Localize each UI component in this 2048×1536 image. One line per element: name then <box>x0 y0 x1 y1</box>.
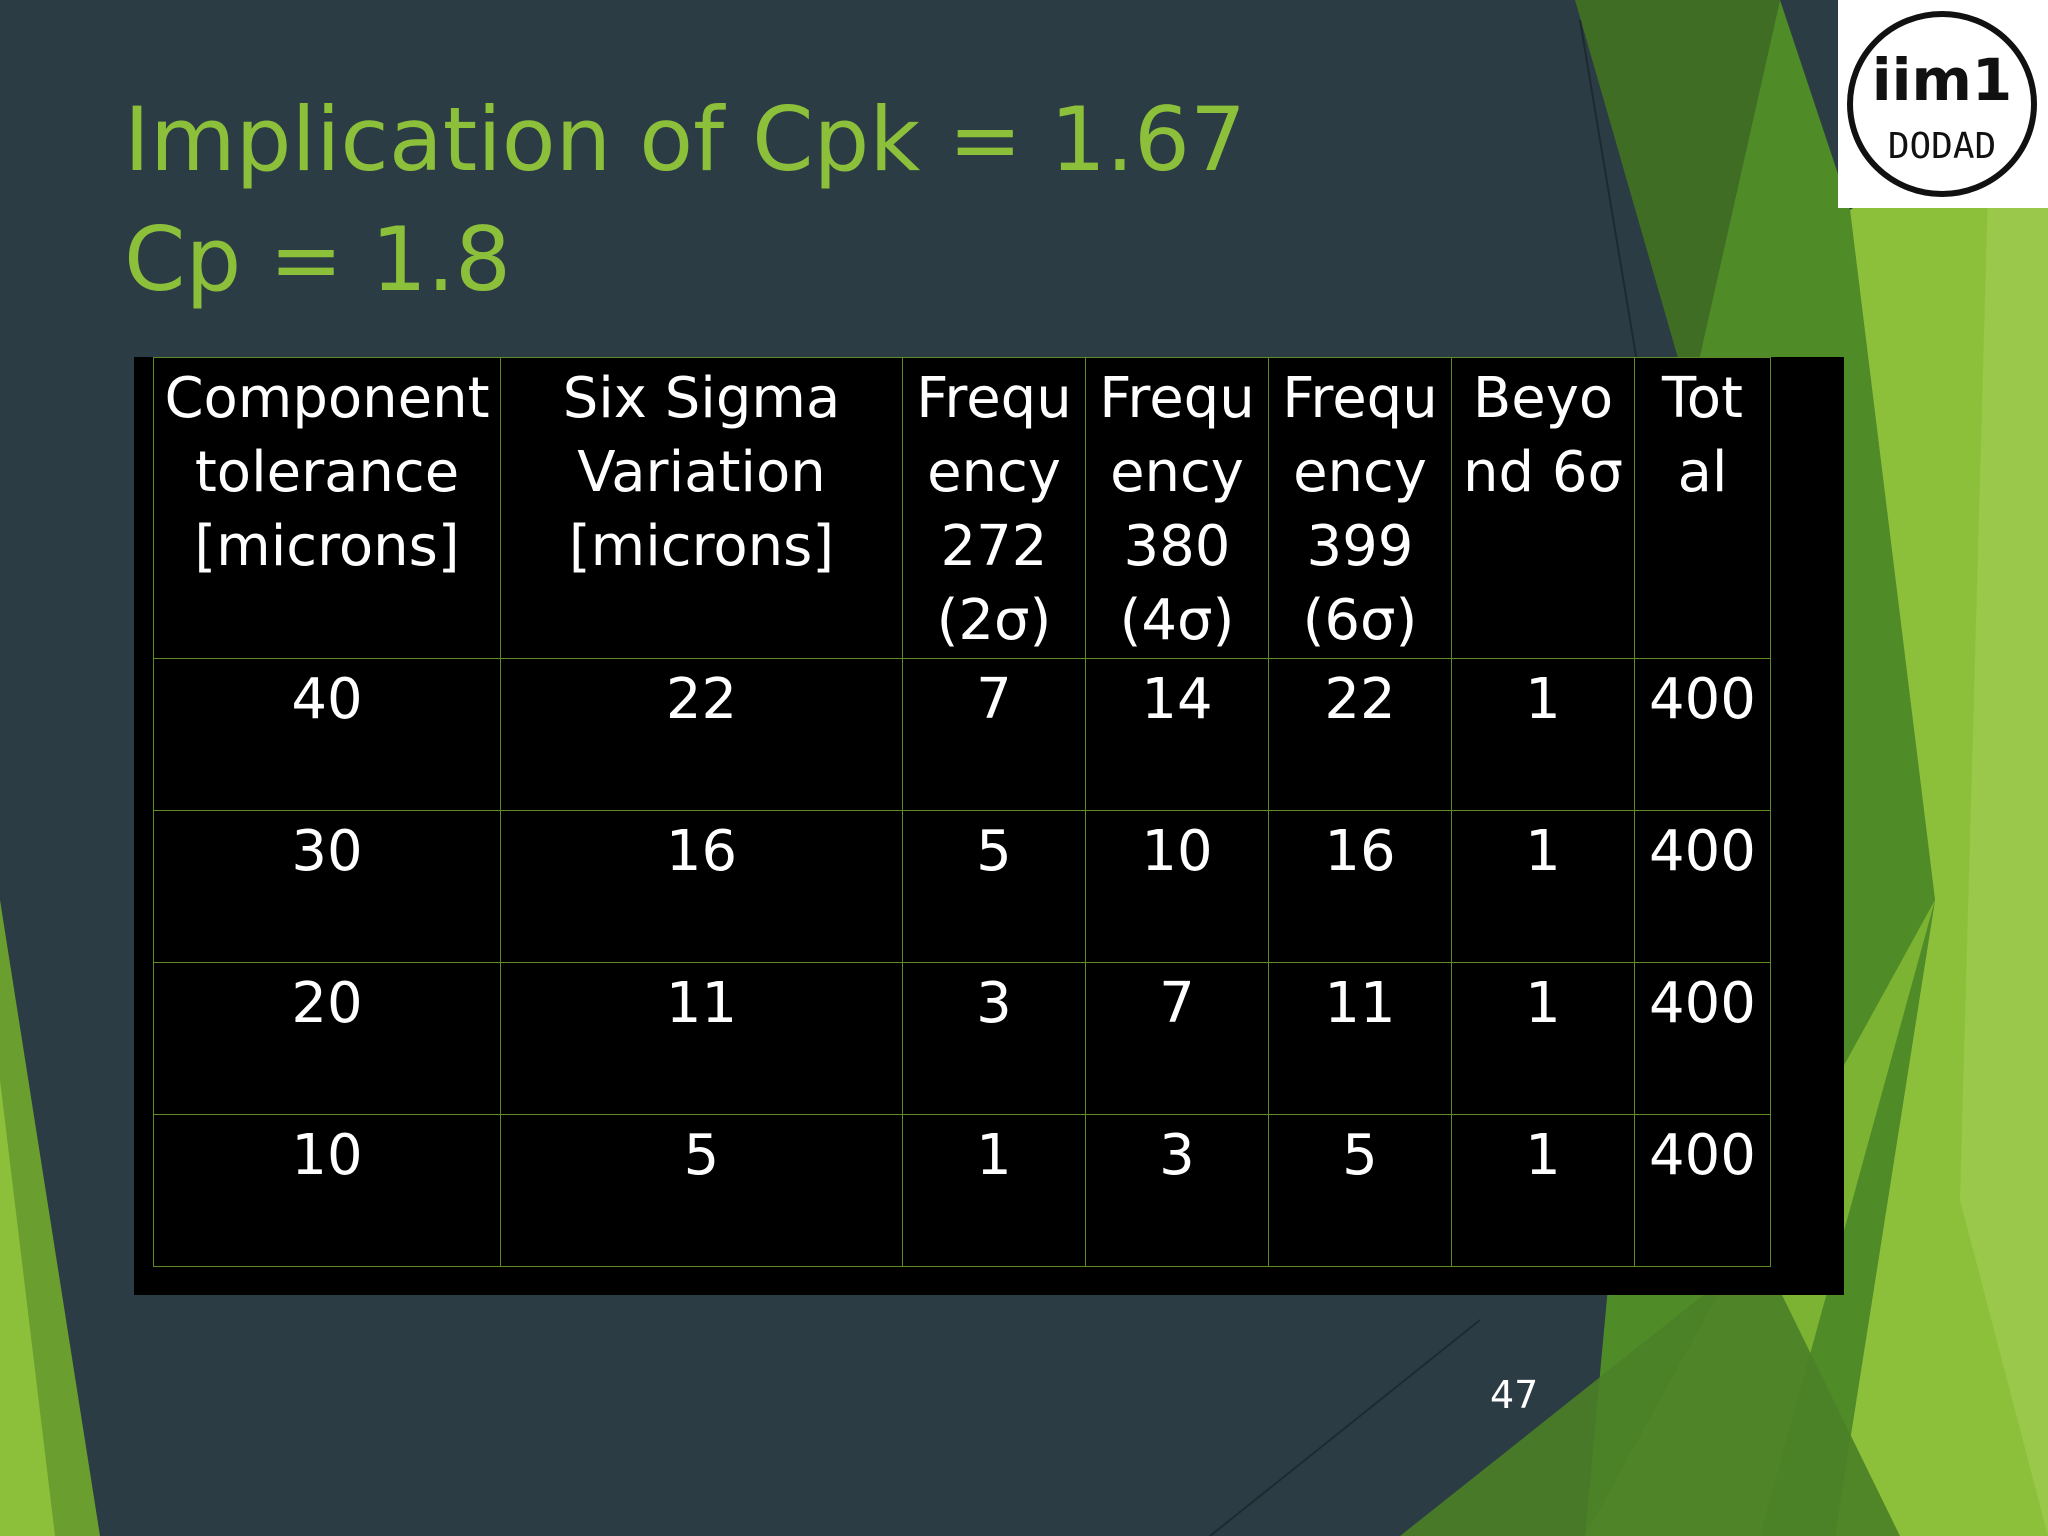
header-beyond-6-sigma: Beyo nd 6σ <box>1451 357 1635 659</box>
slide-title-line-2: Cp = 1.8 <box>124 208 511 311</box>
table-cell: 7 <box>902 658 1086 811</box>
table-cell: 400 <box>1634 1114 1771 1267</box>
table-cell: 1 <box>1451 962 1635 1115</box>
table-cell: 30 <box>153 810 501 963</box>
table-cell: 22 <box>500 658 903 811</box>
header-six-sigma-variation: Six Sigma Variation [microns] <box>500 357 903 659</box>
table-cell: 5 <box>902 810 1086 963</box>
header-frequency-272: Frequ ency 272 (2σ) <box>902 357 1086 659</box>
table-cell: 22 <box>1268 658 1452 811</box>
table-cell: 10 <box>1085 810 1269 963</box>
table-cell: 5 <box>1268 1114 1452 1267</box>
header-frequency-380: Frequ ency 380 (4σ) <box>1085 357 1269 659</box>
table-cell: 10 <box>153 1114 501 1267</box>
table-cell: 1 <box>1451 810 1635 963</box>
table-cell: 3 <box>902 962 1086 1115</box>
slide-title-line-1: Implication of Cpk = 1.67 <box>124 88 1246 191</box>
table-cell: 1 <box>1451 658 1635 811</box>
logo-text-bottom: DODAD <box>1888 126 1996 167</box>
table-cell: 1 <box>902 1114 1086 1267</box>
table-cell: 16 <box>500 810 903 963</box>
header-component-tolerance: Component tolerance [microns] <box>153 357 501 659</box>
data-table: Component tolerance [microns] Six Sigma … <box>153 357 1771 1267</box>
table-cell: 7 <box>1085 962 1269 1115</box>
table-cell: 1 <box>1451 1114 1635 1267</box>
table-row: 30 16 5 10 16 1 400 <box>153 810 1771 963</box>
table-row: 10 5 1 3 5 1 400 <box>153 1114 1771 1267</box>
logo-text-top: iim1 <box>1872 46 2013 114</box>
header-frequency-399: Frequ ency 399 (6σ) <box>1268 357 1452 659</box>
table-cell: 400 <box>1634 810 1771 963</box>
page-number: 47 <box>1490 1373 1539 1417</box>
table-cell: 11 <box>1268 962 1452 1115</box>
table-cell: 3 <box>1085 1114 1269 1267</box>
logo-emblem-icon: iim1 DODAD <box>1847 11 2037 197</box>
table-cell: 20 <box>153 962 501 1115</box>
iim1-logo: iim1 DODAD <box>1838 0 2048 208</box>
table-cell: 14 <box>1085 658 1269 811</box>
header-total: Tot al <box>1634 357 1771 659</box>
table-cell: 40 <box>153 658 501 811</box>
table-cell: 5 <box>500 1114 903 1267</box>
table-row: 40 22 7 14 22 1 400 <box>153 658 1771 811</box>
table-cell: 400 <box>1634 658 1771 811</box>
table-panel: Component tolerance [microns] Six Sigma … <box>134 357 1844 1295</box>
table-row: 20 11 3 7 11 1 400 <box>153 962 1771 1115</box>
table-header-row: Component tolerance [microns] Six Sigma … <box>153 357 1771 659</box>
table-cell: 400 <box>1634 962 1771 1115</box>
table-cell: 11 <box>500 962 903 1115</box>
table-cell: 16 <box>1268 810 1452 963</box>
